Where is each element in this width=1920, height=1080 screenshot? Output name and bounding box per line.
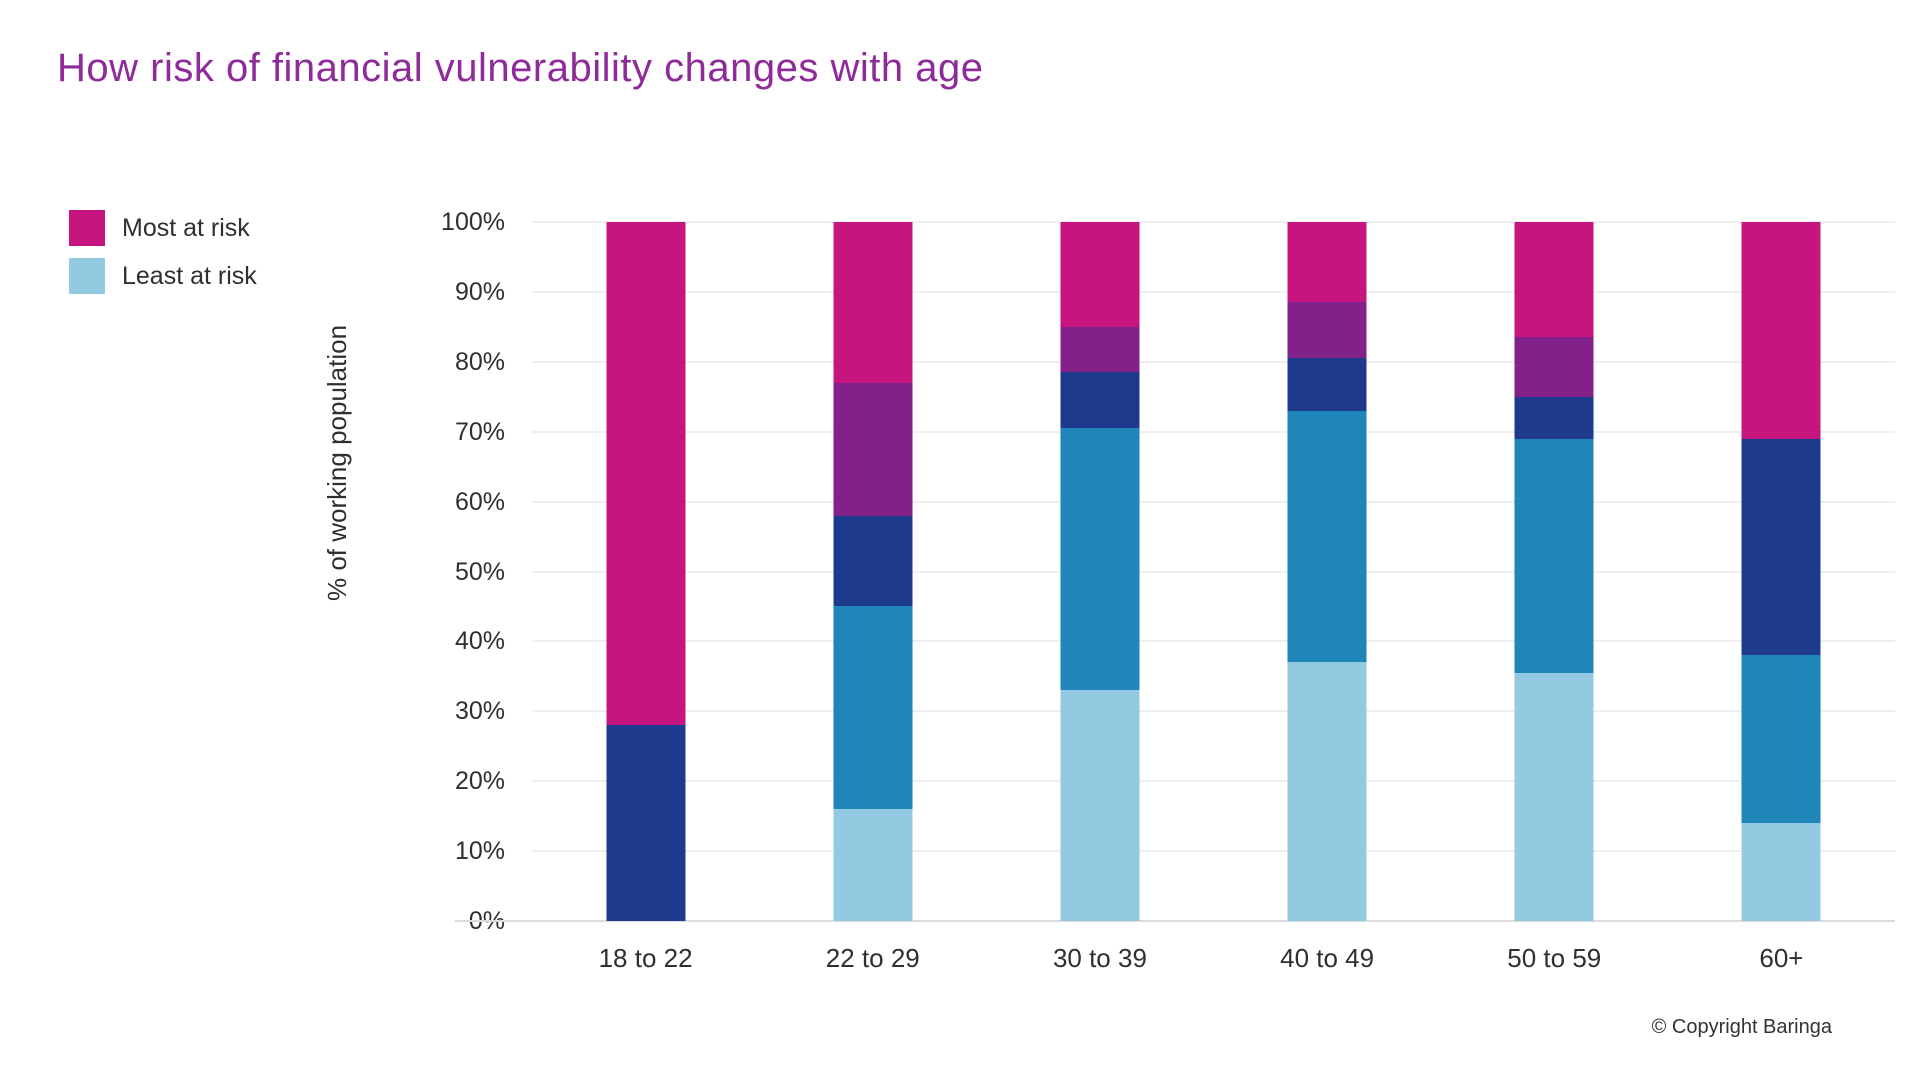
copyright-text: © Copyright Baringa [1651, 1016, 1832, 1038]
x-axis-label-3: 40 to 49 [1280, 943, 1375, 973]
bar-segment-series-2 [1741, 438, 1821, 656]
bar-segment-most-at-risk [1741, 222, 1821, 439]
gridline-50 [532, 570, 1895, 573]
bar-segment-series-2 [1514, 396, 1594, 439]
bar-segment-series-1 [1060, 428, 1140, 691]
bar-50-to-59 [1514, 222, 1594, 921]
bar-60+ [1741, 222, 1821, 921]
bar-segment-least-at-risk [1287, 662, 1367, 921]
bar-segment-most-at-risk [1514, 222, 1594, 338]
bar-segment-series-3 [833, 382, 913, 516]
gridline-10 [532, 850, 1895, 853]
bar-30-to-39 [1060, 222, 1140, 921]
gridline-20 [532, 780, 1895, 783]
y-tick-label-50: 50% [454, 557, 505, 586]
bar-segment-series-1 [833, 606, 913, 810]
legend-label: Least at risk [122, 261, 257, 290]
y-tick-label-100: 100% [441, 208, 505, 236]
gridline-70 [532, 430, 1895, 433]
x-axis-label-4: 50 to 59 [1507, 943, 1602, 973]
chart-title: How risk of financial vulnerability chan… [57, 46, 984, 90]
y-tick-label-80: 80% [454, 347, 505, 376]
y-tick-label-60: 60% [454, 487, 505, 516]
gridline-60 [532, 500, 1895, 503]
gridline-90 [532, 290, 1895, 293]
y-axis-title: % of working population [322, 324, 352, 601]
bar-segment-most-at-risk [606, 222, 686, 726]
bar-slots: 18 to 22 22 to 29 30 to 39 40 to 49 50 to 59… [532, 222, 1895, 973]
gridline-40 [532, 640, 1895, 643]
legend-item-0: Most at risk [69, 210, 257, 246]
bar-segment-series-2 [1287, 358, 1367, 411]
bar-segment-least-at-risk [1060, 690, 1140, 921]
bar-segment-series-2 [606, 725, 686, 921]
y-tick-label-70: 70% [454, 417, 505, 446]
bar-segment-least-at-risk [833, 809, 913, 921]
legend-item-1: Least at risk [69, 258, 257, 294]
plot-area: 18 to 22 22 to 29 30 to 39 40 to 49 50 to 59… [455, 221, 1895, 973]
bar-segment-most-at-risk [833, 222, 913, 383]
y-tick-label-30: 30% [454, 697, 505, 726]
gridline-0 [455, 920, 1895, 922]
y-tick-label-90: 90% [454, 277, 505, 306]
legend-swatch-icon [69, 258, 105, 294]
x-axis-label-0: 18 to 22 [598, 943, 693, 973]
y-tick-label-20: 20% [454, 767, 505, 796]
gridline-80 [532, 360, 1895, 363]
legend-swatch-icon [69, 210, 105, 246]
bar-slot-0: 18 to 22 [532, 222, 759, 973]
x-axis-label-1: 22 to 29 [825, 943, 920, 973]
bar-slot-1: 22 to 29 [759, 222, 986, 973]
bar-segment-series-3 [1287, 302, 1367, 359]
bar-slot-5: 60+ [1668, 222, 1895, 973]
y-tick-label-40: 40% [454, 627, 505, 656]
bar-slot-2: 30 to 39 [986, 222, 1213, 973]
y-axis-ticks: 0% 10% 20% 30% 40% 50% 60% 70% 80% 90% 100% [380, 208, 505, 935]
gridline-30 [532, 710, 1895, 713]
bar-slot-3: 40 to 49 [1214, 222, 1441, 973]
bar-segment-least-at-risk [1741, 823, 1821, 921]
bar-22-to-29 [833, 222, 913, 921]
bar-segment-series-1 [1287, 410, 1367, 663]
bar-segment-series-2 [1060, 372, 1140, 429]
chart-legend: Most at risk Least at risk [69, 210, 257, 306]
bar-segment-most-at-risk [1287, 222, 1367, 303]
legend-label: Most at risk [122, 213, 250, 242]
y-tick-label-10: 10% [454, 837, 505, 866]
bar-segment-series-2 [833, 515, 913, 607]
bar-segment-most-at-risk [1060, 222, 1140, 327]
bar-segment-least-at-risk [1514, 672, 1594, 921]
bar-segment-series-3 [1514, 337, 1594, 397]
bar-slot-4: 50 to 59 [1441, 222, 1668, 973]
bar-segment-series-1 [1741, 655, 1821, 824]
bar-segment-series-1 [1514, 438, 1594, 673]
bar-18-to-22 [606, 222, 686, 921]
bar-segment-series-3 [1060, 326, 1140, 373]
x-axis-label-2: 30 to 39 [1052, 943, 1147, 973]
x-axis-label-5: 60+ [1759, 943, 1804, 973]
bar-40-to-49 [1287, 222, 1367, 921]
gridline-100 [532, 221, 1895, 223]
